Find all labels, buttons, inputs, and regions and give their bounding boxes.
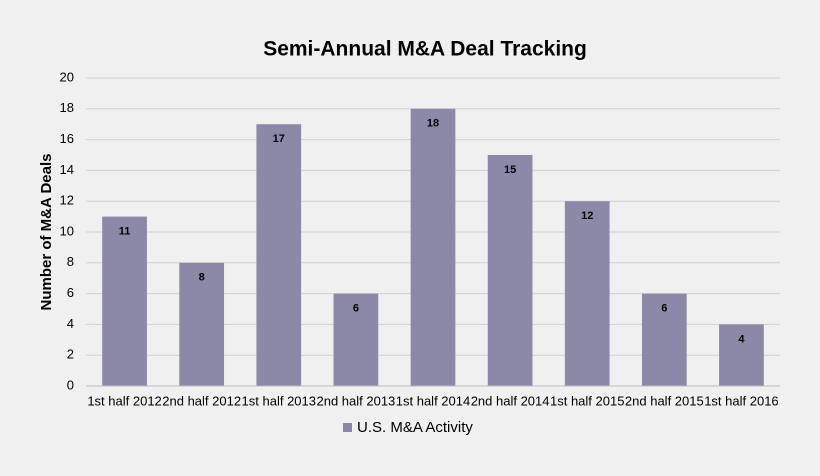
bar <box>641 293 687 386</box>
bar <box>410 108 456 387</box>
bar <box>179 262 225 386</box>
x-tick-label: 2nd half 2014 <box>471 393 550 408</box>
y-tick-label: 12 <box>60 193 74 208</box>
value-label: 17 <box>273 133 285 145</box>
bar <box>487 155 533 386</box>
value-label: 18 <box>427 118 439 130</box>
chart-title: Semi-Annual M&A Deal Tracking <box>263 38 587 61</box>
y-tick-label: 14 <box>60 162 74 177</box>
x-tick-label: 2nd half 2015 <box>625 393 704 408</box>
y-tick-label: 16 <box>60 131 74 146</box>
legend-swatch <box>343 423 352 432</box>
x-tick-label: 1st half 2013 <box>242 393 316 408</box>
y-tick-label: 0 <box>67 377 74 392</box>
y-tick-label: 8 <box>67 254 74 269</box>
bar <box>256 124 302 386</box>
bar <box>564 201 610 386</box>
value-label: 12 <box>581 210 593 222</box>
bar <box>102 216 147 386</box>
y-tick-label: 4 <box>67 316 74 331</box>
y-tick-label: 6 <box>67 285 74 300</box>
value-label: 6 <box>353 303 359 315</box>
value-label: 4 <box>738 333 745 345</box>
legend-label: U.S. M&A Activity <box>357 419 473 436</box>
y-axis-label: Number of M&A Deals <box>38 154 55 311</box>
y-tick-label: 10 <box>60 223 74 238</box>
x-tick-label: 1st half 2012 <box>87 393 161 408</box>
value-label: 6 <box>661 303 667 315</box>
y-tick-label: 20 <box>60 69 74 84</box>
value-label: 11 <box>119 226 131 238</box>
x-tick-label: 1st half 2016 <box>704 393 778 408</box>
x-tick-label: 1st half 2014 <box>396 393 470 408</box>
bar <box>719 324 764 386</box>
value-label: 15 <box>504 164 516 176</box>
x-tick-label: 2nd half 2012 <box>162 393 241 408</box>
x-tick-label: 2nd half 2013 <box>316 393 395 408</box>
x-tick-label: 1st half 2015 <box>550 393 624 408</box>
y-tick-label: 2 <box>67 347 74 362</box>
bar <box>333 293 379 386</box>
y-tick-label: 18 <box>60 100 74 115</box>
value-label: 8 <box>199 272 205 284</box>
